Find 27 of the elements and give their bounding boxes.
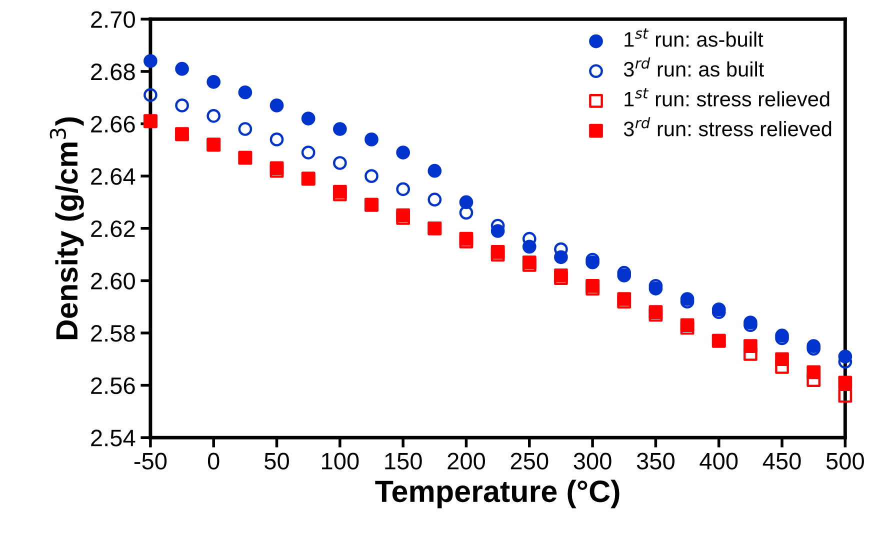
x-tick-label: 150 xyxy=(385,452,422,470)
y-tick-label: 2.68 xyxy=(91,64,135,80)
x-tick-label: 100 xyxy=(322,452,359,470)
y-tick-label: 2.60 xyxy=(91,272,135,290)
x-tick-label: 350 xyxy=(636,452,674,470)
x-tick-label: 500 xyxy=(826,452,864,470)
legend-label: 1$^{st}$ run: as-built xyxy=(624,28,764,47)
legend-label: 1$^{st}$ run: stress relieved xyxy=(624,88,830,107)
x-tick-label: 300 xyxy=(574,452,612,470)
x-axis-title: Temperature (°C) xyxy=(375,480,620,508)
y-tick-label: 2.66 xyxy=(91,116,135,133)
y-tick-label: 2.54 xyxy=(91,430,136,446)
x-tick-label: 50 xyxy=(264,452,289,470)
legend-label: 3$^{rd}$ run: as built xyxy=(624,57,764,77)
y-tick-label: 2.70 xyxy=(91,11,135,28)
y-tick-label: 2.62 xyxy=(91,220,135,238)
y-tick-label: 2.64 xyxy=(91,168,136,185)
y-axis-title: Density (g/cm$^{3}$) xyxy=(50,117,84,340)
y-tick-label: 2.58 xyxy=(91,325,135,342)
x-tick-label: -50 xyxy=(134,452,167,470)
legend-label: 3$^{rd}$ run: stress relieved xyxy=(624,117,832,136)
x-tick-label: 250 xyxy=(510,452,548,470)
y-tick-label: 2.56 xyxy=(91,377,135,394)
x-tick-label: 0 xyxy=(208,452,220,470)
x-tick-label: 400 xyxy=(700,452,738,470)
x-tick-label: 450 xyxy=(762,452,801,470)
x-tick-label: 200 xyxy=(448,452,486,470)
